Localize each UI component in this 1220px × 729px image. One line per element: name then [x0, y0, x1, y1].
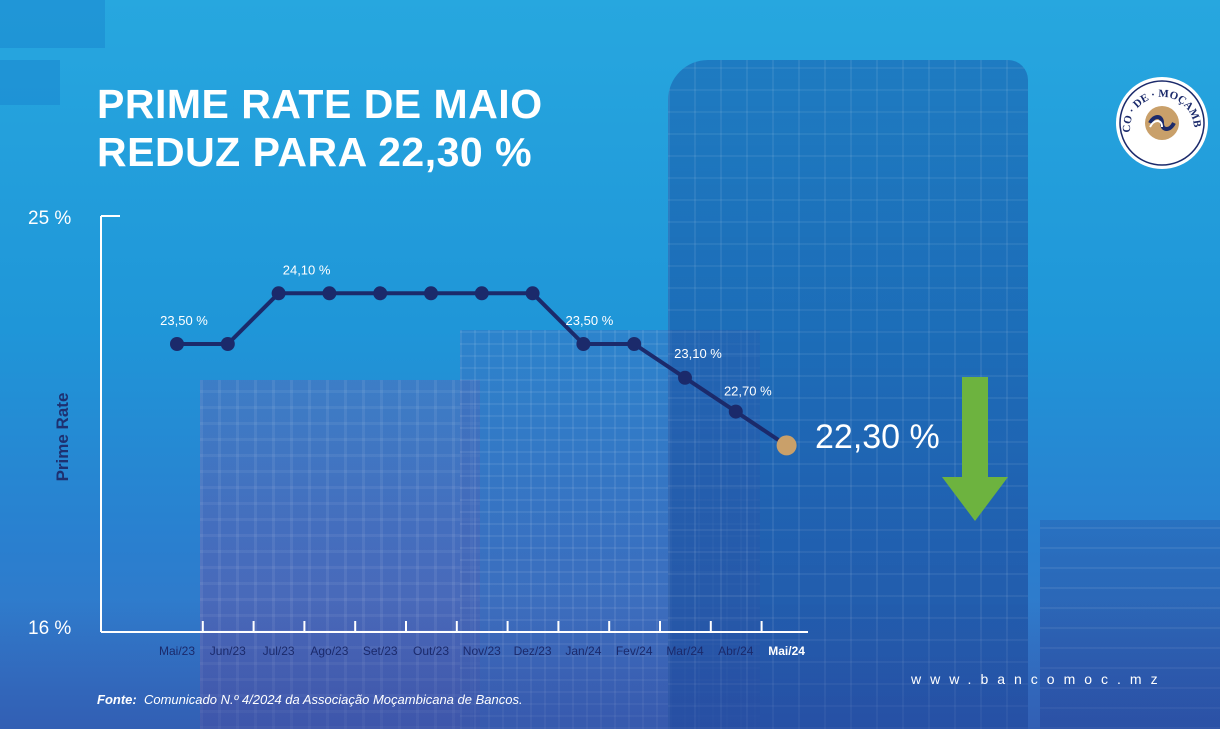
down-arrow-icon: [942, 377, 1008, 521]
x-tick-label: Jan/24: [565, 644, 601, 658]
current-rate-value: 22,30 %: [815, 418, 940, 456]
logo-seal: BANCO · DE · MOÇAMBIQUE: [1116, 77, 1205, 166]
website-link[interactable]: www.bancomoc.mz: [911, 671, 1167, 687]
source-text: Comunicado N.º 4/2024 da Associação Moça…: [143, 692, 523, 707]
background-tile: [0, 0, 105, 48]
data-point: [424, 286, 438, 301]
x-tick-label: Jun/23: [210, 644, 246, 658]
x-tick-label: Set/23: [363, 644, 398, 658]
data-point: [220, 337, 235, 351]
data-point: [322, 286, 337, 301]
data-label: 23,50 %: [566, 313, 614, 328]
x-tick-label: Mai/23: [159, 644, 195, 658]
x-tick-label: Abr/24: [718, 644, 754, 658]
data-point: [170, 337, 184, 351]
banco-de-mocambique-logo: BANCO · DE · MOÇAMBIQUE: [1116, 77, 1208, 169]
prime-rate-line: [177, 291, 788, 448]
headline-line-2: REDUZ PARA 22,30 %: [97, 129, 533, 175]
x-tick-label: Mai/24: [768, 644, 805, 658]
data-label: 23,10 %: [674, 346, 722, 361]
background-building: [1040, 520, 1220, 729]
data-point: [373, 286, 388, 301]
data-point: [627, 337, 642, 351]
background-building: [200, 380, 480, 729]
source-label: Fonte: [97, 692, 133, 707]
x-tick-label: Fev/24: [616, 644, 653, 658]
background-tile: [0, 60, 60, 105]
headline-line-1: PRIME RATE DE MAIO: [97, 81, 543, 127]
y-tick-max: 25 %: [28, 208, 72, 229]
data-label: 23,50 %: [160, 313, 208, 328]
source-note: Fonte: Comunicado N.º 4/2024 da Associaç…: [97, 692, 523, 707]
data-point: [525, 286, 540, 301]
data-point: [271, 286, 286, 301]
y-tick-min: 16 %: [28, 618, 72, 639]
data-label: 22,70 %: [724, 384, 772, 399]
data-point: [728, 404, 743, 419]
x-tick-label: Mar/24: [666, 644, 704, 658]
x-tick-label: Nov/23: [463, 644, 501, 658]
x-tick-label: Out/23: [413, 644, 449, 658]
headline: PRIME RATE DE MAIO REDUZ PARA 22,30 %: [97, 80, 543, 176]
data-point: [474, 286, 489, 301]
data-point: [576, 337, 591, 351]
x-tick-label: Dez/23: [514, 644, 552, 658]
highlight-point: [776, 435, 797, 456]
data-point: [678, 370, 692, 385]
x-tick-label: Jul/23: [263, 644, 295, 658]
data-label: 24,10 %: [283, 262, 331, 277]
x-tick-label: Ago/23: [310, 644, 348, 658]
